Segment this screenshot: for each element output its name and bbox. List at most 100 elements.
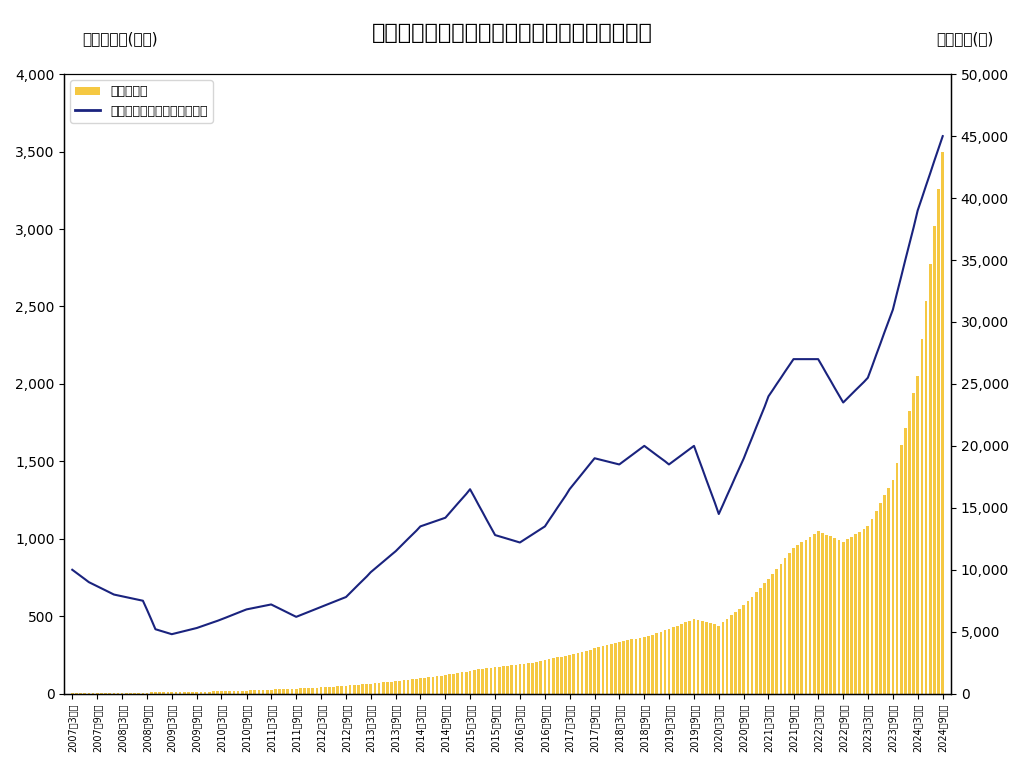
Bar [187, 692, 189, 693]
Bar [874, 511, 878, 693]
Bar [813, 534, 816, 693]
Bar [220, 691, 223, 693]
Bar [510, 665, 513, 693]
Bar [783, 558, 786, 693]
Bar [324, 687, 327, 693]
Bar [453, 673, 455, 693]
Bar [208, 692, 211, 693]
Bar [216, 691, 219, 693]
Bar [254, 690, 256, 693]
Bar [668, 629, 671, 693]
Bar [742, 605, 745, 693]
Bar [805, 539, 807, 693]
Bar [427, 677, 430, 693]
Bar [423, 678, 426, 693]
Bar [319, 687, 323, 693]
Bar [465, 672, 468, 693]
Bar [349, 685, 351, 693]
Bar [821, 533, 823, 693]
Bar [627, 640, 629, 693]
Bar [912, 393, 915, 693]
Bar [386, 682, 389, 693]
Bar [245, 690, 248, 693]
Bar [751, 597, 754, 693]
Bar [572, 653, 575, 693]
Bar [283, 689, 285, 693]
Bar [311, 688, 314, 693]
Bar [834, 538, 837, 693]
Bar [291, 689, 293, 693]
Bar [237, 691, 240, 693]
Bar [647, 636, 650, 693]
Bar [787, 553, 791, 693]
Bar [196, 692, 199, 693]
Bar [937, 189, 940, 693]
Bar [738, 609, 741, 693]
Bar [718, 626, 720, 693]
Bar [332, 686, 335, 693]
Bar [224, 691, 227, 693]
Bar [568, 655, 571, 693]
Bar [793, 548, 795, 693]
Bar [269, 690, 272, 693]
Bar [581, 652, 584, 693]
Bar [540, 661, 542, 693]
Bar [274, 690, 276, 693]
Bar [688, 621, 691, 693]
Bar [522, 664, 525, 693]
Bar [232, 691, 236, 693]
Bar [473, 670, 475, 693]
Bar [374, 683, 376, 693]
Bar [444, 675, 446, 693]
Bar [183, 692, 185, 693]
Bar [382, 683, 385, 693]
Bar [477, 670, 479, 693]
Bar [701, 621, 703, 693]
Bar [560, 657, 563, 693]
Bar [469, 671, 471, 693]
Bar [228, 691, 231, 693]
Bar [879, 503, 882, 693]
Bar [809, 537, 811, 693]
Bar [933, 226, 936, 693]
Bar [357, 685, 359, 693]
Bar [262, 690, 264, 693]
Bar [900, 446, 902, 693]
Bar [651, 635, 654, 693]
Bar [601, 647, 604, 693]
Bar [411, 680, 414, 693]
Bar [204, 692, 207, 693]
Bar [481, 669, 484, 693]
Bar [502, 667, 505, 693]
Bar [797, 545, 799, 693]
Bar [340, 686, 343, 693]
Bar [361, 684, 364, 693]
Bar [170, 692, 173, 693]
Legend: 純資産総額, 基準価額（信託報酬控除後）: 純資産総額, 基準価額（信託報酬控除後） [71, 81, 213, 123]
Bar [378, 683, 380, 693]
Bar [299, 689, 302, 693]
Bar [763, 584, 766, 693]
Bar [536, 662, 538, 693]
Bar [585, 650, 588, 693]
Bar [485, 668, 488, 693]
Bar [838, 540, 841, 693]
Bar [370, 683, 372, 693]
Bar [435, 676, 438, 693]
Bar [179, 692, 181, 693]
Bar [249, 690, 252, 693]
Bar [775, 568, 778, 693]
Bar [328, 686, 331, 693]
Bar [870, 518, 873, 693]
Bar [258, 690, 260, 693]
Bar [925, 301, 928, 693]
Bar [659, 632, 663, 693]
Bar [617, 642, 621, 693]
Text: 基準価額と純資産総額の推移（設定来／月次）: 基準価額と純資産総額の推移（設定来／月次） [372, 23, 652, 43]
Bar [526, 663, 529, 693]
Bar [589, 650, 592, 693]
Bar [605, 645, 608, 693]
Bar [353, 685, 355, 693]
Bar [614, 644, 616, 693]
Bar [631, 640, 633, 693]
